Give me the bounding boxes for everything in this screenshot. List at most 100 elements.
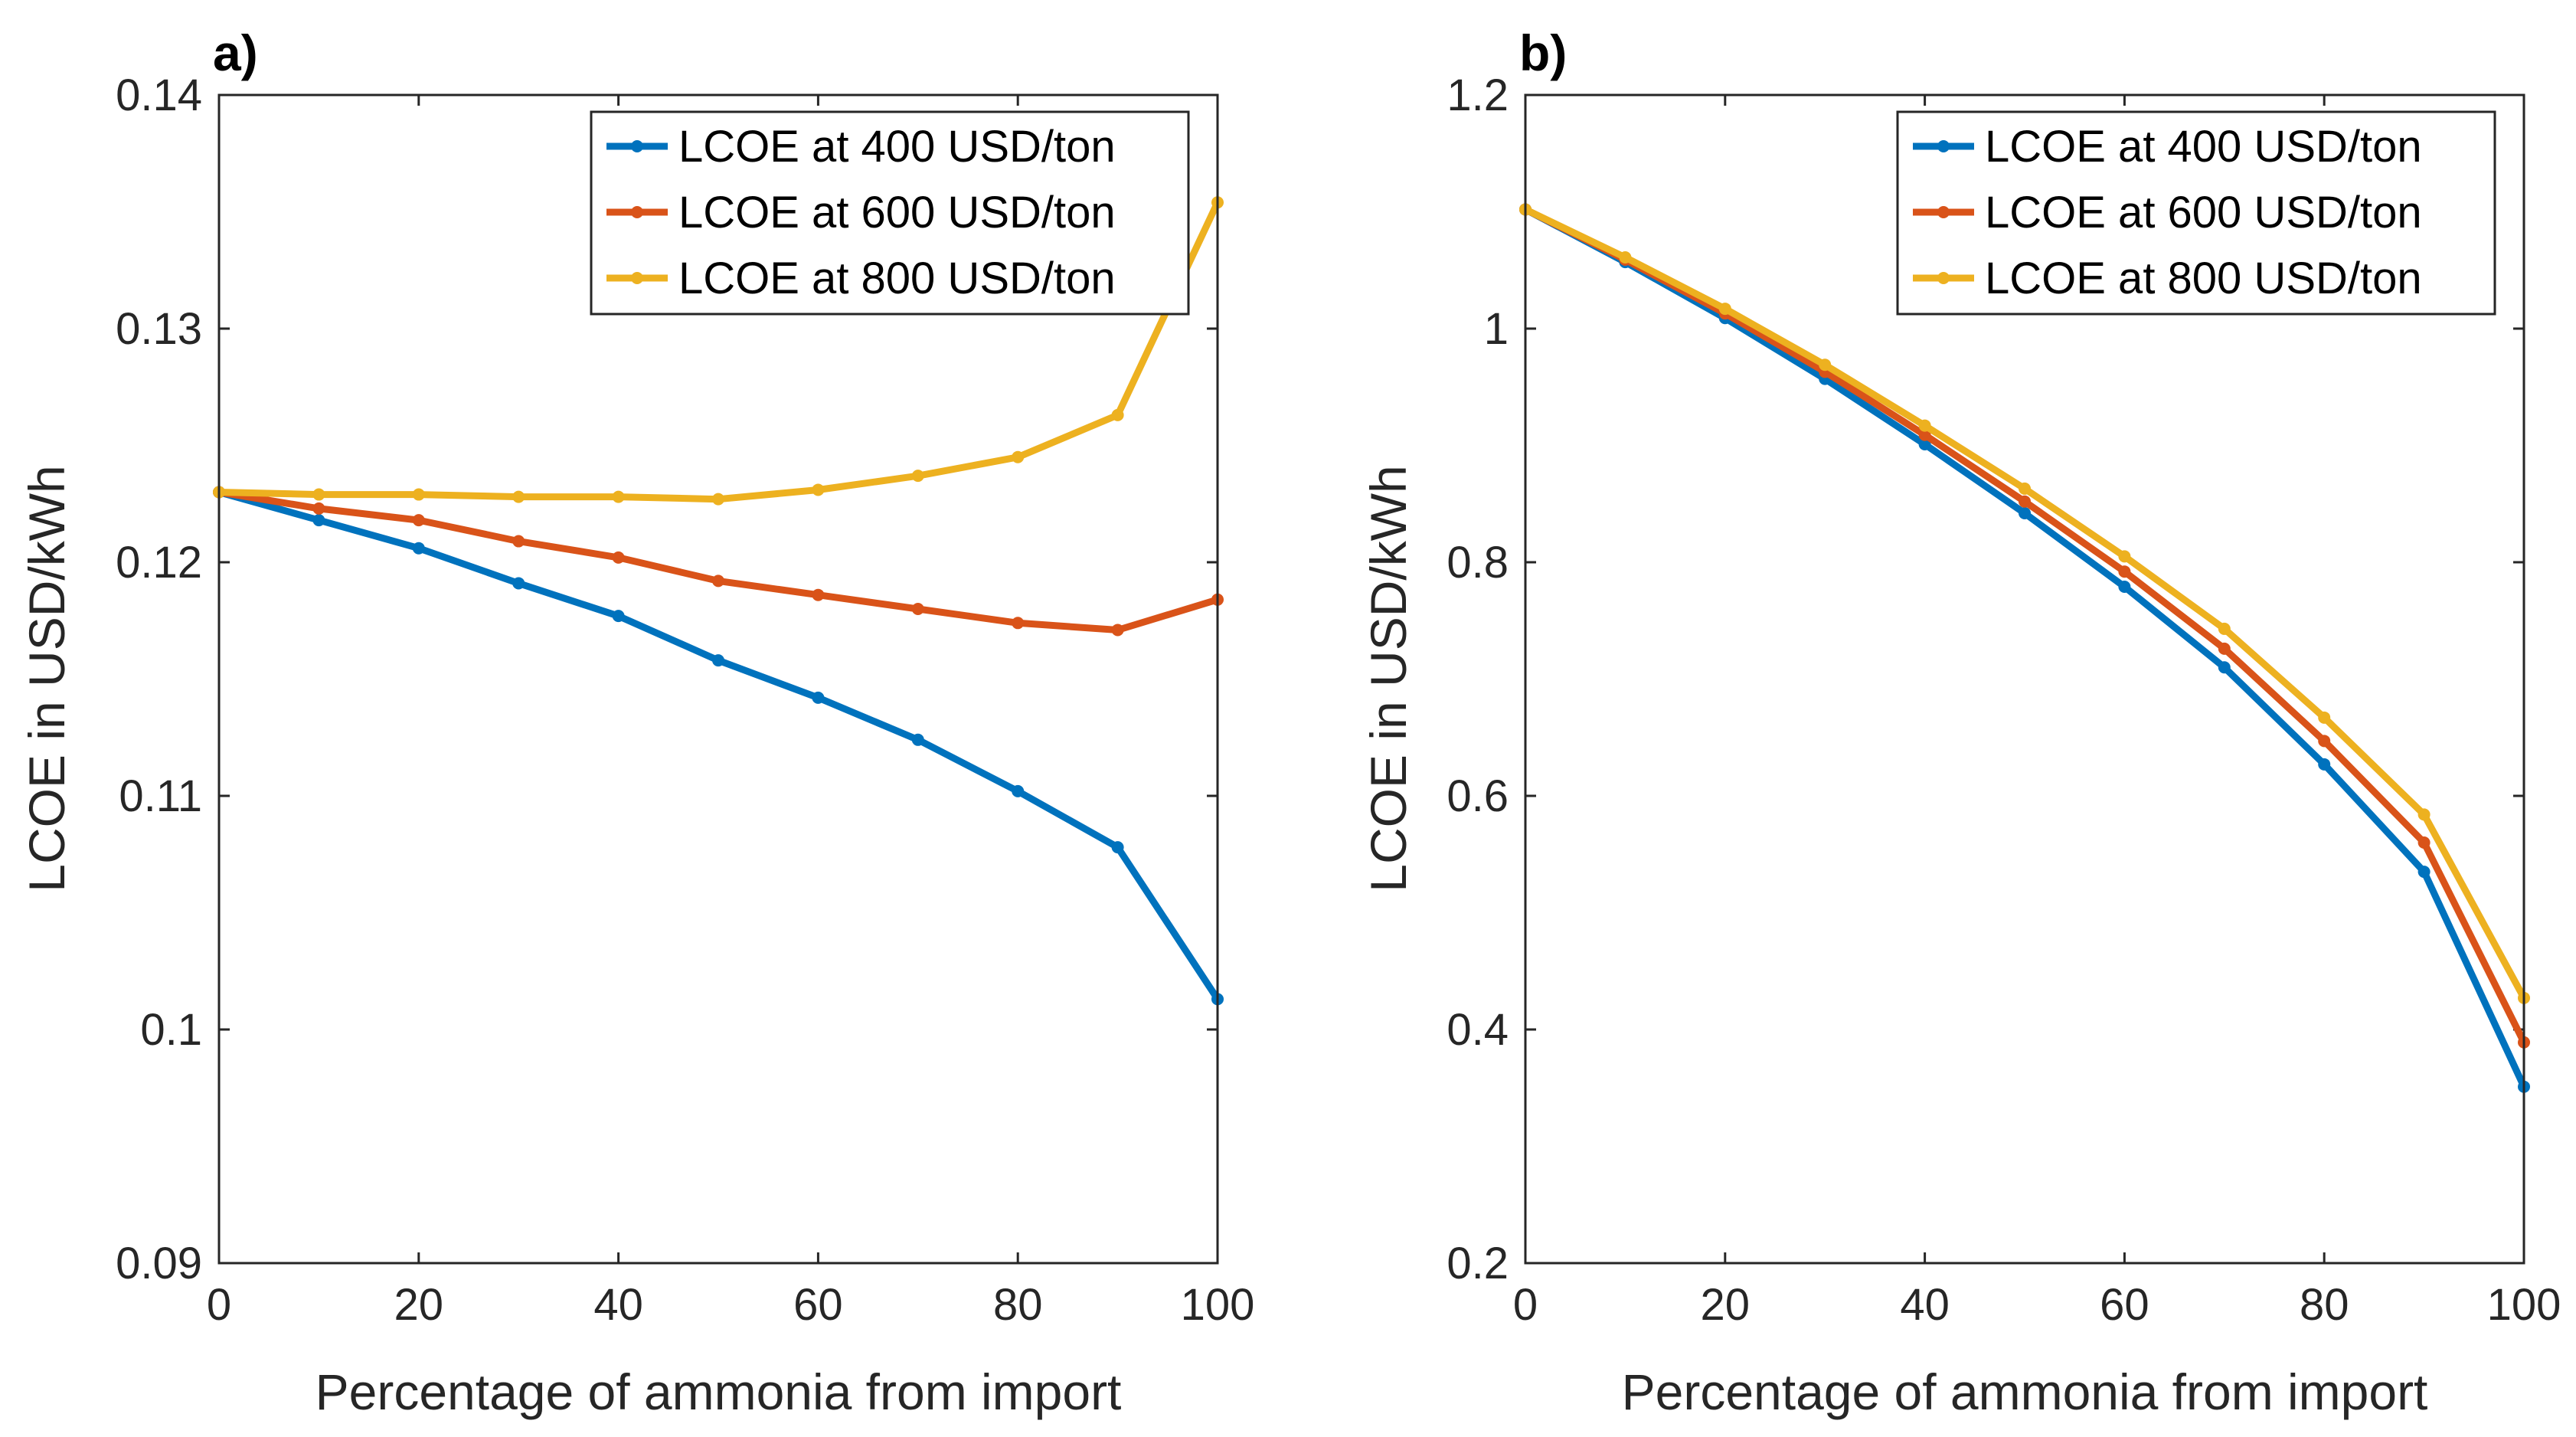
legend-marker — [1937, 206, 1950, 218]
data-point — [412, 514, 425, 527]
data-point — [1918, 428, 1931, 441]
data-point — [712, 493, 724, 506]
legend-item-1[interactable]: LCOE at 400 USD/ton — [1913, 122, 2422, 172]
data-point — [312, 488, 325, 501]
x-tick-label: 100 — [1181, 1280, 1255, 1330]
legend-item-3[interactable]: LCOE at 800 USD/ton — [1913, 254, 2422, 303]
axes-box-a — [217, 93, 1219, 1265]
y-tick-label: 0.2 — [1447, 1239, 1509, 1288]
x-tick-label: 0 — [207, 1280, 231, 1330]
legend-item-2[interactable]: LCOE at 600 USD/ton — [606, 188, 1116, 237]
legend-a[interactable]: LCOE at 400 USD/ton LCOE at 600 USD/ton LC… — [590, 110, 1190, 316]
data-point — [312, 502, 325, 515]
data-point — [2118, 550, 2131, 563]
data-point — [2218, 661, 2231, 674]
x-tick-label: 60 — [793, 1280, 843, 1330]
y-axis-title-b: LCOE in USD/kWh — [1360, 465, 1417, 892]
data-point — [2318, 758, 2331, 771]
legend-marker — [631, 272, 643, 284]
y-axis-title-a: LCOE in USD/kWh — [18, 465, 75, 892]
y-tick-label: 0.09 — [116, 1239, 202, 1288]
panel-label-b: b) — [1519, 25, 1567, 81]
y-tick-label: 0.14 — [116, 70, 202, 120]
x-tick-label: 0 — [1513, 1280, 1538, 1330]
data-point — [1819, 358, 1832, 372]
data-point — [2118, 565, 2131, 578]
data-point — [911, 470, 924, 483]
data-point — [512, 577, 525, 590]
legend-label: LCOE at 800 USD/ton — [678, 254, 1116, 303]
data-point — [1012, 450, 1025, 463]
y-tick-label: 0.12 — [116, 538, 202, 588]
axes-box-b — [1524, 93, 2525, 1265]
x-tick-labels-b: 0 20 40 60 80 100 — [1513, 1280, 2561, 1330]
data-point — [412, 542, 425, 555]
legend-b[interactable]: LCOE at 400 USD/ton LCOE at 600 USD/ton LC… — [1896, 110, 2496, 316]
series-group-a — [213, 196, 1224, 1006]
y-tick-labels-b: 0.2 0.4 0.6 0.8 1 1.2 — [1447, 70, 1509, 1288]
legend-label: LCOE at 600 USD/ton — [678, 188, 1116, 237]
data-point — [1619, 250, 1632, 264]
legend-items-a: LCOE at 400 USD/ton LCOE at 600 USD/ton LC… — [606, 122, 1116, 303]
x-tick-label: 80 — [993, 1280, 1043, 1330]
y-tick-label: 0.8 — [1447, 538, 1509, 588]
data-point — [2019, 482, 2031, 495]
data-point — [2019, 506, 2031, 519]
data-point — [2318, 735, 2331, 748]
legend-marker — [631, 206, 643, 218]
legend-marker — [1937, 272, 1950, 284]
data-point — [2218, 642, 2231, 655]
y-tick-labels-a: 0.09 0.1 0.11 0.12 0.13 0.14 — [116, 70, 202, 1288]
legend-label: LCOE at 400 USD/ton — [678, 122, 1116, 172]
y-tick-label: 0.6 — [1447, 771, 1509, 821]
data-point — [2417, 866, 2431, 879]
data-point — [612, 610, 625, 623]
y-tick-label: 0.1 — [140, 1005, 202, 1055]
data-point — [712, 654, 724, 667]
data-point — [312, 514, 325, 527]
data-point — [2417, 836, 2431, 849]
data-point — [1111, 624, 1124, 637]
data-point — [911, 733, 924, 746]
data-point — [512, 535, 525, 548]
y-tick-label: 0.13 — [116, 304, 202, 354]
legend-item-1[interactable]: LCOE at 400 USD/ton — [606, 122, 1116, 172]
data-point — [1111, 408, 1124, 421]
legend-box-a — [590, 110, 1190, 316]
x-tick-labels-a: 0 20 40 60 80 100 — [207, 1280, 1255, 1330]
series-group-b — [1519, 203, 2530, 1093]
data-point — [1718, 303, 1731, 316]
x-tick-label: 20 — [1701, 1280, 1751, 1330]
y-tick-label: 1.2 — [1447, 70, 1509, 120]
chart-panel-b: 0 20 40 60 80 100 0.2 0.4 0.6 0.8 1 1.2 b) Percent… — [1360, 25, 2561, 1420]
legend-item-3[interactable]: LCOE at 800 USD/ton — [606, 254, 1116, 303]
legend-items-b: LCOE at 400 USD/ton LCOE at 600 USD/ton LC… — [1913, 122, 2422, 303]
x-tick-label: 80 — [2300, 1280, 2349, 1330]
chart-panel-a: 0 20 40 60 80 100 0.090.10.110.120.130.14 a) … — [18, 25, 1254, 1420]
data-point — [1012, 617, 1025, 630]
legend-marker — [631, 140, 643, 152]
x-tick-label: 100 — [2487, 1280, 2561, 1330]
x-tick-label: 60 — [2100, 1280, 2149, 1330]
data-point — [512, 490, 525, 503]
data-point — [2019, 495, 2031, 508]
x-tick-label: 20 — [394, 1280, 444, 1330]
data-point — [1012, 784, 1025, 797]
y-tick-label: 1 — [1484, 304, 1509, 354]
legend-item-2[interactable]: LCOE at 600 USD/ton — [1913, 188, 2422, 237]
legend-label: LCOE at 400 USD/ton — [1985, 122, 2422, 172]
data-point — [2318, 711, 2331, 724]
data-point — [1918, 419, 1931, 432]
series-b-3 — [1519, 203, 2530, 1004]
legend-box-b — [1896, 110, 2496, 316]
x-axis-title-b: Percentage of ammonia from import — [1622, 1363, 2428, 1420]
y-tick-label: 0.11 — [119, 771, 202, 821]
data-point — [911, 603, 924, 615]
data-point — [712, 574, 724, 588]
data-point — [812, 483, 825, 496]
data-point — [1918, 437, 1931, 450]
data-point — [812, 588, 825, 601]
data-point — [812, 691, 825, 704]
data-point — [412, 488, 425, 501]
